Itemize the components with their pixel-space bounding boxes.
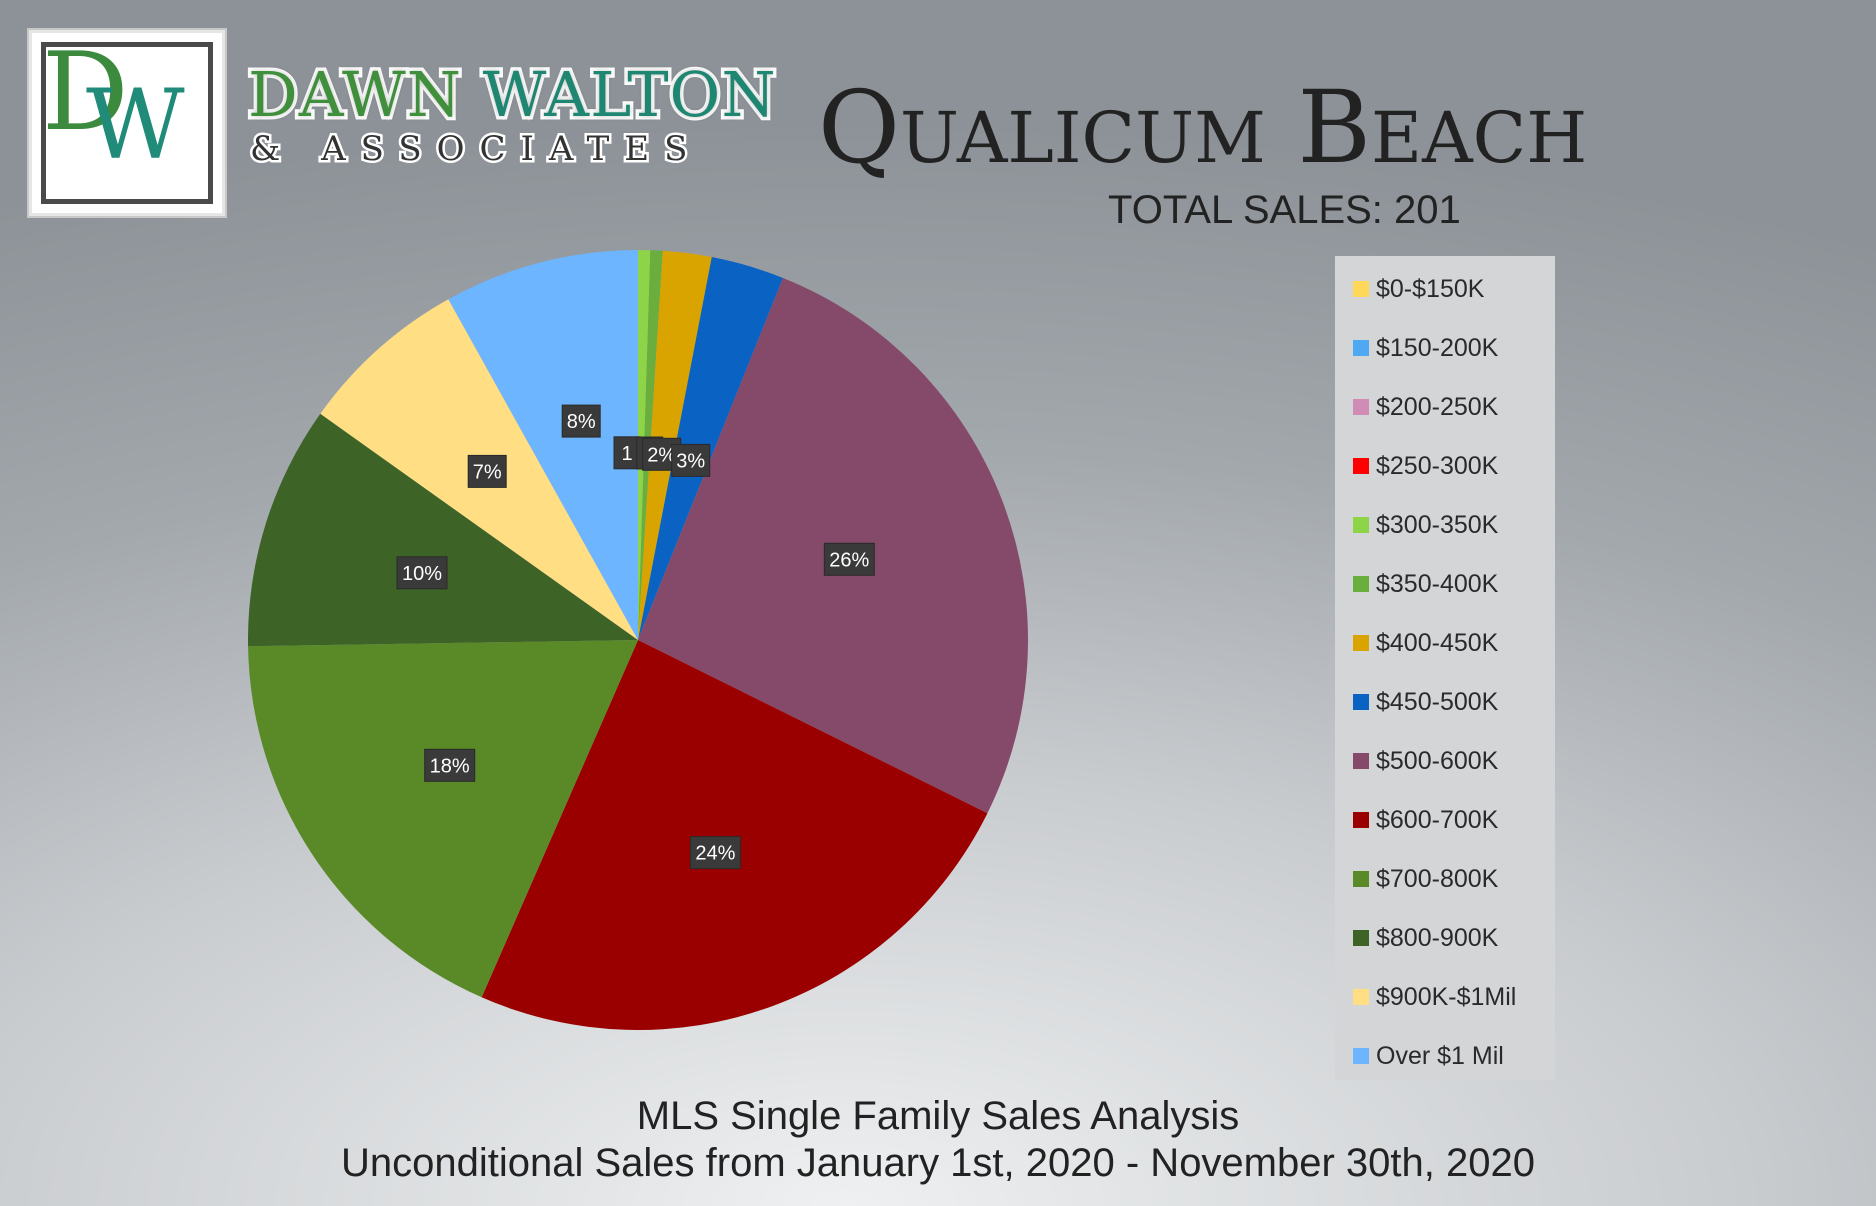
legend-item-12: $900K-$1Mil [1353,982,1516,1012]
data-label-11: 10% [396,556,448,590]
chart-footer-line1: MLS Single Family Sales Analysis [636,1094,1240,1138]
svg-text:24%: 24% [695,843,735,865]
legend-swatch [1353,635,1369,651]
svg-text:10%: 10% [402,563,442,585]
legend-label: $400-450K [1376,628,1499,657]
legend-label: $900K-$1Mil [1376,982,1517,1011]
legend-label: Over $1 Mil [1376,1041,1504,1070]
legend-item-10: $700-800K [1353,864,1498,894]
svg-text:26%: 26% [829,549,869,571]
svg-text:2%: 2% [647,444,676,466]
svg-text:7%: 7% [473,461,502,483]
legend-swatch [1353,458,1369,474]
pie-slice-9 [481,640,988,1030]
legend-swatch [1353,694,1369,710]
legend-swatch [1353,576,1369,592]
legend-swatch [1353,517,1369,533]
legend-swatch [1353,989,1369,1005]
chart-legend: $0-$150K $150-200K $200-250K $250-300K $300-… [1335,256,1555,1080]
legend-label: $250-300K [1376,451,1499,480]
legend-label: $500-600K [1376,746,1499,775]
svg-text:3%: 3% [676,450,705,472]
brand-name: DAWN WALTON [245,60,780,129]
legend-swatch [1353,281,1369,297]
legend-item-3: $250-300K [1353,451,1498,481]
legend-item-1: $150-200K [1353,333,1498,363]
legend-swatch [1353,753,1369,769]
legend-swatch [1353,399,1369,415]
legend-label: $600-700K [1376,805,1499,834]
pie-slice-7 [638,257,783,640]
legend-item-9: $600-700K [1353,805,1498,835]
brand-name-last: WALTON [479,58,779,131]
legend-item-7: $450-500K [1353,687,1498,717]
pie-slice-10 [248,640,639,998]
logo-letter-d: D [42,30,129,155]
legend-item-4: $300-350K [1353,510,1498,540]
brand-name-first: DAWN [245,58,465,131]
svg-text:8%: 8% [567,411,596,433]
legend-swatch [1353,871,1369,887]
brand-subtitle: & ASSOCIATES [247,129,703,169]
legend-item-5: $350-400K [1353,569,1498,599]
data-label-12: 7% [467,454,507,488]
total-sales: TOTAL SALES: 201 [1108,188,1461,232]
legend-swatch [1353,930,1369,946]
legend-item-6: $400-450K [1353,628,1498,658]
legend-item-0: $0-$150K [1353,274,1484,304]
data-label-10: 18% [424,748,476,782]
logo-letter-w: W [86,69,185,181]
legend-label: $150-200K [1376,333,1499,362]
pie-slice-11 [248,413,639,647]
data-label-4: 1 [613,436,641,470]
legend-label: $350-400K [1376,569,1499,598]
legend-label: $800-900K [1376,923,1499,952]
legend-swatch [1353,1048,1369,1064]
legend-item-8: $500-600K [1353,746,1498,776]
svg-text:18%: 18% [430,755,470,777]
data-label-7: 3% [671,443,711,477]
chart-footer-line2: Unconditional Sales from January 1st, 20… [340,1141,1535,1185]
legend-label: $200-250K [1376,392,1499,421]
svg-text:1: 1 [621,443,632,465]
legend-label: $0-$150K [1376,274,1485,303]
legend-label: $700-800K [1376,864,1499,893]
legend-label: $450-500K [1376,687,1499,716]
data-label-8: 26% [823,542,875,576]
data-label-13: 8% [561,404,601,438]
legend-item-2: $200-250K [1353,392,1498,422]
page-title: Qualicum Beach [818,69,1588,186]
logo-frame [41,42,213,204]
pie-slice-13 [448,250,638,640]
legend-item-11: $800-900K [1353,923,1498,953]
legend-item-13: Over $1 Mil [1353,1041,1504,1071]
legend-swatch [1353,812,1369,828]
legend-swatch [1353,340,1369,356]
legend-label: $300-350K [1376,510,1499,539]
data-label-9: 24% [689,836,741,870]
logo: D W [29,30,225,216]
